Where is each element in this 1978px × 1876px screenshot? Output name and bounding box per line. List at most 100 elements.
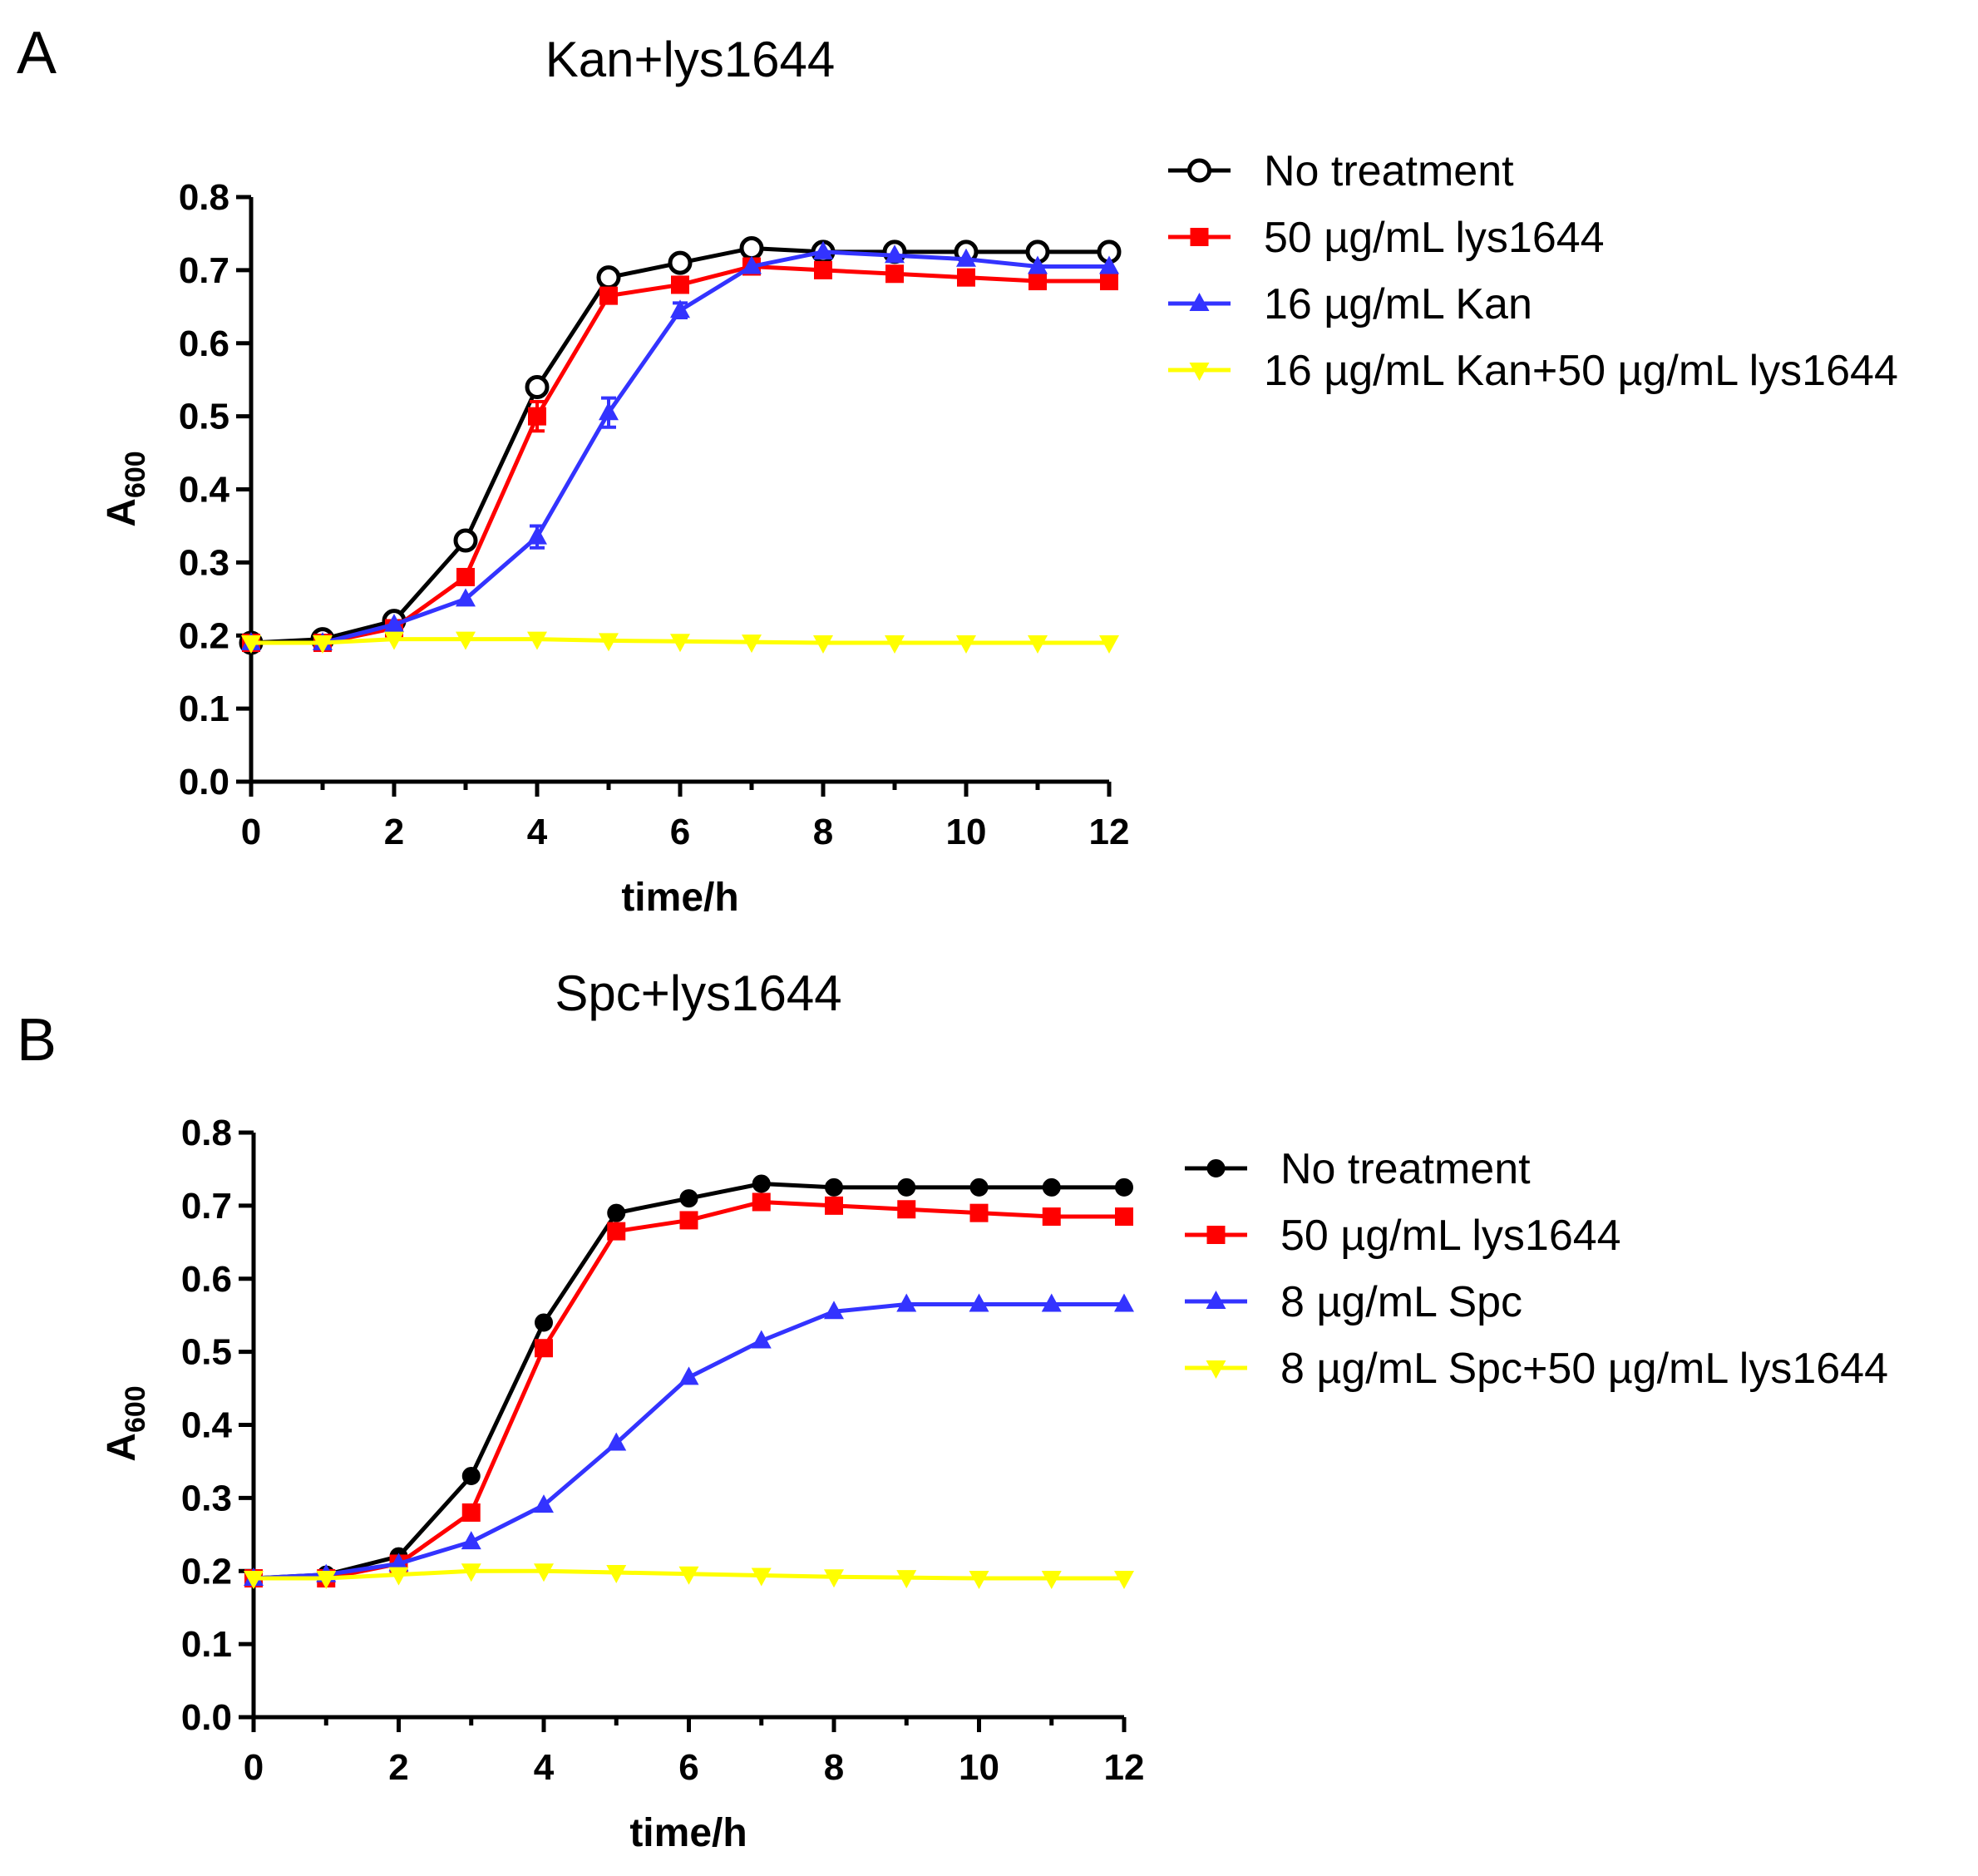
series-3 [244, 1293, 1134, 1587]
data-point [1115, 1177, 1133, 1197]
y-tick-label: 0.8 [179, 177, 229, 218]
legend-entry-1: No treatment [1185, 1145, 1531, 1193]
data-point [461, 1503, 481, 1522]
series-2 [244, 1192, 1133, 1588]
legend-entry-3: 16 µg/mL Kan [1168, 280, 1532, 328]
y-tick-label: 0.3 [181, 1478, 232, 1518]
series-4 [241, 631, 1119, 654]
panel-b-x-axis-ticks: 0 2 4 6 8 10 12 [244, 1717, 1145, 1788]
x-tick-label: 4 [527, 812, 548, 852]
data-point [606, 1432, 627, 1451]
y-tick-label: 0.2 [179, 615, 229, 656]
legend-entry-2: 50 µg/mL lys1644 [1168, 214, 1605, 262]
data-point [599, 633, 619, 652]
data-point [1041, 1571, 1062, 1590]
legend-label: 50 µg/mL lys1644 [1280, 1212, 1621, 1260]
series-line [254, 1199, 1124, 1581]
data-point [534, 1494, 554, 1513]
data-point [824, 1301, 844, 1320]
data-point [1028, 255, 1048, 274]
data-point [956, 635, 976, 654]
legend-swatch-marker [1206, 1360, 1226, 1379]
y-tick-label: 0.1 [181, 1624, 232, 1665]
x-tick-label: 2 [388, 1747, 408, 1788]
data-point [534, 1563, 554, 1582]
panel-a-legend: No treatment 50 µg/mL lys1644 16 µg/mL Kan… [1168, 147, 1898, 395]
data-point [825, 1196, 843, 1215]
data-point [384, 631, 404, 650]
panel-b-y-axis-label: A600 [100, 1385, 151, 1461]
y-tick-label: 0.4 [179, 470, 230, 511]
panel-b-legend: No treatment 50 µg/mL lys1644 8 µg/mL Spc 8… [1185, 1145, 1888, 1393]
legend-label: 16 µg/mL Kan [1264, 280, 1532, 328]
panel-a-y-axis-label: A600 [100, 451, 151, 526]
data-point [752, 1174, 771, 1193]
data-point [388, 1553, 409, 1572]
x-tick-label: 12 [1089, 812, 1130, 852]
y-tick-label: 0.1 [179, 689, 229, 729]
panel-b-y-axis-label-sub: 600 [120, 1385, 151, 1433]
data-point [1100, 272, 1118, 291]
legend-label: 50 µg/mL lys1644 [1264, 214, 1605, 262]
data-point [525, 374, 550, 399]
data-point [1042, 1207, 1061, 1227]
data-point [813, 635, 833, 654]
data-point [897, 1200, 916, 1219]
data-point [1114, 1293, 1134, 1312]
y-tick-label: 0.7 [181, 1186, 232, 1227]
data-point [1041, 1293, 1062, 1312]
data-point [813, 240, 833, 259]
y-tick-label: 0.5 [179, 397, 229, 437]
legend-entry-4: 8 µg/mL Spc+50 µg/mL lys1644 [1185, 1345, 1888, 1393]
data-point [969, 1293, 989, 1312]
panel-a-series [239, 236, 1122, 655]
panel-b: B Spc+lys1644 0.00.10.20.30.40.50.60.70.… [17, 965, 1888, 1855]
data-point [896, 1293, 917, 1312]
data-point [969, 1177, 989, 1197]
panel-a-x-axis-label: time/h [621, 876, 738, 920]
legend-entry-3: 8 µg/mL Spc [1185, 1278, 1522, 1326]
data-point [969, 1203, 989, 1222]
y-tick-label: 0.6 [181, 1259, 232, 1300]
panel-a-title: Kan+lys1644 [545, 32, 836, 87]
data-point [453, 528, 478, 553]
data-point [885, 244, 905, 264]
data-point [742, 255, 762, 274]
x-tick-label: 0 [241, 812, 261, 852]
data-point [814, 260, 832, 279]
data-point [885, 264, 904, 284]
data-point [527, 631, 547, 650]
x-tick-label: 12 [1104, 1747, 1145, 1788]
data-point [461, 1563, 481, 1582]
data-point [824, 1569, 844, 1588]
legend-swatch-marker [1189, 363, 1210, 381]
data-point [456, 588, 476, 607]
legend-entry-1: No treatment [1168, 147, 1514, 195]
data-point [678, 1566, 699, 1585]
data-point [456, 567, 475, 586]
data-point [244, 1571, 264, 1590]
x-tick-label: 8 [824, 1747, 844, 1788]
x-tick-label: 8 [813, 812, 833, 852]
panel-a-y-axis-label-main: A [100, 498, 144, 527]
data-point [456, 631, 476, 650]
data-point [316, 1571, 337, 1590]
panel-b-plot: 0.0 0.1 0.2 0.3 0.4 0.5 0.6 0.7 0.8 0 2 4 6 8 10 12 [181, 1113, 1145, 1788]
legend-swatch-marker [1206, 1159, 1226, 1177]
data-point [739, 236, 764, 261]
data-point [384, 614, 404, 633]
data-point [1028, 272, 1047, 291]
panel-a-letter: A [17, 20, 57, 86]
panel-b-letter: B [17, 1007, 57, 1074]
data-point [742, 634, 762, 654]
data-point [607, 1222, 626, 1241]
panel-b-y-axis-ticks: 0.0 0.1 0.2 0.3 0.4 0.5 0.6 0.7 0.8 [181, 1113, 254, 1738]
legend-entry-2: 50 µg/mL lys1644 [1185, 1212, 1621, 1260]
x-tick-label: 6 [678, 1747, 698, 1788]
series-3 [241, 240, 1119, 651]
y-tick-label: 0.3 [179, 542, 229, 583]
data-point [461, 1531, 481, 1550]
legend-label: No treatment [1264, 147, 1514, 195]
y-tick-label: 0.0 [179, 762, 229, 802]
